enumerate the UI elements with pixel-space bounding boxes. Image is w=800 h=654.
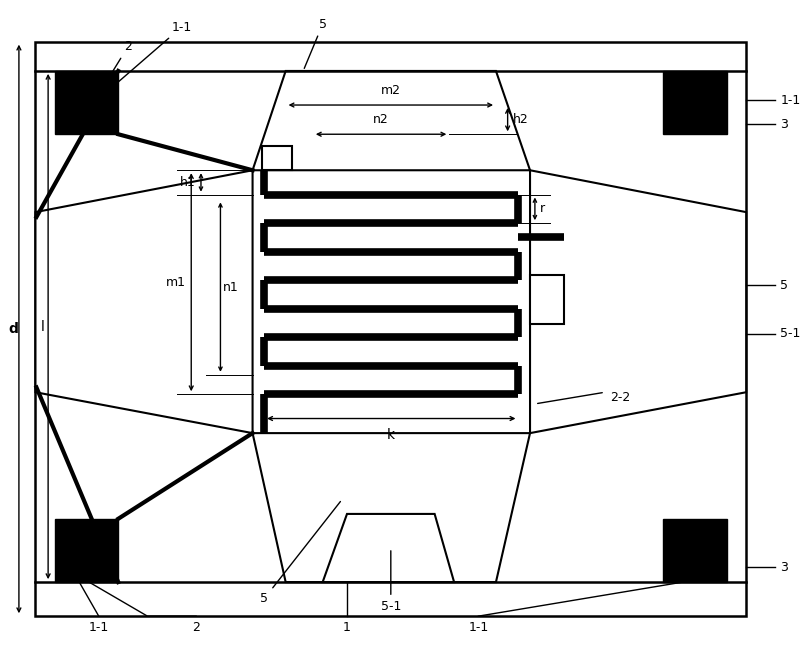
Text: 2: 2: [90, 40, 132, 107]
Text: 5-1: 5-1: [780, 327, 800, 340]
Polygon shape: [322, 514, 454, 582]
Bar: [55, 71, 118, 134]
Text: n1: n1: [223, 281, 239, 294]
Text: h2: h2: [513, 113, 528, 126]
Bar: [663, 519, 726, 582]
Text: k: k: [387, 428, 395, 442]
Polygon shape: [35, 170, 253, 433]
Text: m1: m1: [166, 276, 186, 288]
Text: 3: 3: [780, 118, 788, 131]
Text: 1-1: 1-1: [780, 94, 800, 107]
Bar: [530, 275, 564, 324]
Text: 5: 5: [780, 279, 788, 292]
Bar: [55, 519, 118, 582]
Text: 2-2: 2-2: [610, 390, 630, 404]
Text: r: r: [540, 202, 545, 215]
Text: h1: h1: [180, 176, 196, 189]
Text: 1: 1: [343, 621, 351, 634]
Text: d: d: [8, 322, 18, 336]
Text: 3: 3: [780, 561, 788, 574]
Text: l: l: [40, 320, 44, 334]
Text: 1-1: 1-1: [110, 21, 192, 88]
Polygon shape: [530, 170, 746, 433]
Text: 5: 5: [260, 502, 341, 605]
Text: n2: n2: [374, 113, 389, 126]
Polygon shape: [253, 433, 530, 582]
Text: 5: 5: [304, 18, 326, 69]
Polygon shape: [253, 71, 530, 170]
Text: 1-1: 1-1: [89, 621, 109, 634]
Text: 2: 2: [192, 621, 200, 634]
Bar: [262, 146, 291, 170]
Bar: [663, 71, 726, 134]
Text: 1-1: 1-1: [468, 621, 489, 634]
Text: m2: m2: [381, 84, 401, 97]
Text: 5-1: 5-1: [381, 551, 401, 613]
